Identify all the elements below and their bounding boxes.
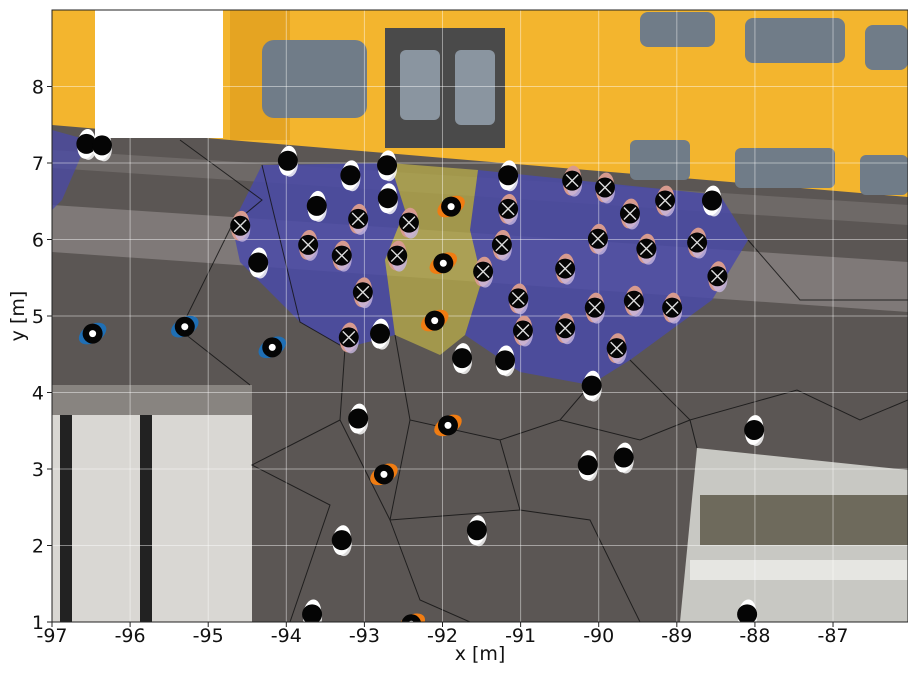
y-tick-label: 6 [32, 230, 44, 252]
dot-marker [431, 317, 438, 324]
y-tick-label: 2 [32, 536, 44, 558]
point [467, 520, 487, 540]
y-tick-label: 1 [32, 612, 44, 634]
x-tick-label: -88 [739, 625, 770, 647]
point [614, 448, 634, 468]
point [332, 530, 352, 550]
x-tick-label: -92 [427, 625, 458, 647]
point [340, 165, 360, 185]
x-tick-label: -89 [661, 625, 692, 647]
x-tick-label: -91 [505, 625, 536, 647]
dot-marker [448, 203, 455, 210]
dot-marker [181, 323, 188, 330]
point [737, 604, 757, 624]
y-tick-label: 7 [32, 153, 44, 175]
point [498, 165, 518, 185]
y-axis-label: y [m] [7, 291, 29, 342]
x-tick-label: -93 [349, 625, 380, 647]
dot-marker [444, 422, 451, 429]
x-tick-label: -90 [583, 625, 614, 647]
y-tick-label: 3 [32, 459, 44, 481]
point [401, 614, 421, 634]
point [452, 348, 472, 368]
point [92, 135, 112, 155]
point [348, 409, 368, 429]
page: -97-96-95-94-93-92-91-90-89-88-871234567… [0, 0, 908, 674]
x-tick-label: -87 [817, 625, 848, 647]
point [702, 190, 722, 210]
dot-marker [440, 260, 447, 267]
point [744, 420, 764, 440]
point [378, 188, 398, 208]
y-tick-label: 5 [32, 306, 44, 328]
point [370, 324, 390, 344]
dot-marker [89, 330, 96, 337]
y-tick-label: 8 [32, 77, 44, 99]
x-tick-label: -96 [115, 625, 146, 647]
point [377, 155, 397, 175]
x-tick-label: -94 [271, 625, 302, 647]
dot-marker [269, 344, 276, 351]
x-tick-label: -95 [193, 625, 224, 647]
point [578, 455, 598, 475]
chart: -97-96-95-94-93-92-91-90-89-88-871234567… [0, 0, 908, 670]
point [495, 350, 515, 370]
point [582, 376, 602, 396]
x-axis-label: x [m] [455, 643, 506, 665]
dot-marker [380, 471, 387, 478]
point [278, 151, 298, 171]
point [302, 604, 322, 624]
point [307, 196, 327, 216]
point [248, 252, 268, 272]
y-tick-label: 4 [32, 383, 44, 405]
